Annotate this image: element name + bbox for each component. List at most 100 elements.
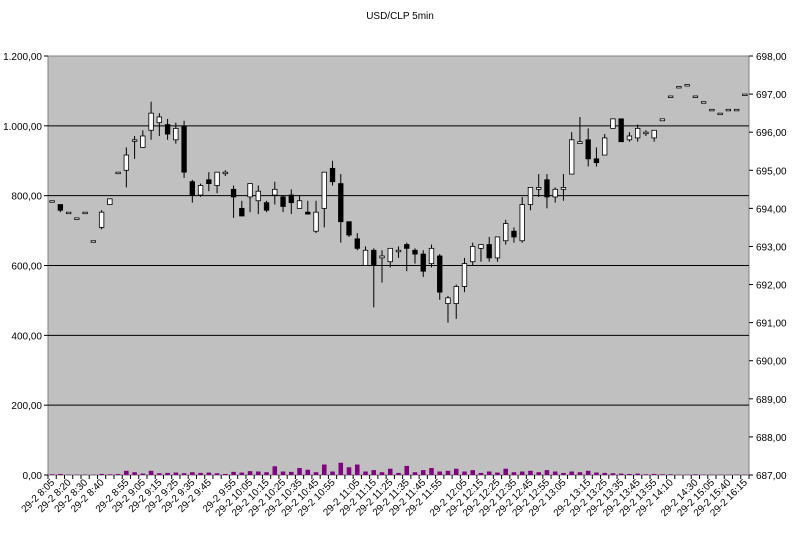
right-tick-label: 688,00 (756, 433, 787, 444)
candle-down (329, 167, 336, 183)
candle-up (667, 95, 674, 98)
candle-down (354, 238, 360, 249)
candle-up (610, 118, 616, 129)
candle-up (272, 188, 278, 196)
candle-up (453, 286, 459, 304)
candle-up (379, 255, 385, 259)
candle-up (74, 217, 80, 220)
volume-bar (437, 471, 443, 475)
right-tick-label: 692,00 (756, 281, 787, 292)
volume-bar (651, 473, 657, 475)
candle-up (684, 84, 690, 87)
volume-bar (115, 473, 121, 475)
volume-bar (214, 473, 220, 475)
volume-bar (289, 471, 294, 475)
candle-down (206, 179, 212, 185)
volume-bar (264, 472, 269, 475)
candle-up (709, 108, 715, 112)
volume-bar (660, 474, 665, 475)
right-tick-label: 693,00 (756, 242, 787, 253)
volume-bar (445, 470, 451, 475)
candle-down (57, 204, 64, 211)
candle-up (742, 93, 748, 96)
candle-up (643, 131, 649, 135)
right-tick-label: 691,00 (756, 319, 787, 330)
volume-bar (198, 472, 203, 475)
candle-down (585, 139, 591, 160)
candle-up (313, 211, 319, 232)
left-tick-label: 200,00 (11, 401, 42, 412)
volume-bar (132, 472, 137, 475)
candle-up (626, 135, 633, 141)
candle-down (404, 244, 410, 249)
volume-bar (49, 474, 55, 475)
volume-bar (148, 470, 154, 475)
candle-up (519, 204, 525, 242)
volume-bar (453, 468, 459, 475)
volume-bar (256, 471, 261, 475)
candle-up (148, 112, 154, 131)
right-tick-label: 696,00 (756, 128, 787, 139)
volume-bar (693, 474, 698, 475)
right-tick-label: 695,00 (756, 166, 787, 177)
candle-down (181, 126, 187, 173)
candle-down (346, 221, 352, 236)
volume-bar (124, 470, 129, 475)
volume-bar (379, 472, 385, 475)
volume-bar (519, 471, 525, 475)
candle-up (387, 247, 393, 263)
candle-up (461, 263, 468, 287)
left-tick-label: 0,00 (23, 471, 43, 482)
candle-down (420, 253, 426, 272)
candle-down (189, 181, 195, 196)
candle-up (733, 108, 740, 112)
candle-down (618, 118, 624, 143)
candle-up (156, 116, 163, 124)
candle-down (412, 249, 418, 255)
volume-bar (354, 464, 360, 475)
candle-up (717, 112, 723, 116)
candle-down (338, 183, 344, 223)
volume-bar (495, 472, 500, 475)
volume-bar (346, 467, 352, 475)
volume-bar (544, 470, 550, 475)
volume-bar (157, 473, 162, 475)
candle-up (123, 154, 130, 171)
candle-up (577, 141, 583, 145)
volume-bar (173, 472, 179, 475)
volume-bar (478, 472, 484, 475)
candle-up (494, 236, 501, 259)
volume-bar (313, 472, 319, 475)
candle-up (428, 247, 435, 264)
left-tick-label: 1.200,00 (3, 52, 42, 63)
volume-bar (635, 473, 640, 475)
volume-bar (594, 472, 599, 475)
volume-bar (99, 473, 104, 475)
volume-bar (206, 472, 212, 475)
volume-bar (297, 468, 302, 475)
left-tick-label: 600,00 (11, 262, 42, 273)
volume-bar (165, 472, 170, 475)
candle-down (164, 124, 171, 135)
candle-up (527, 187, 534, 205)
volume-bar (190, 472, 195, 475)
candle-up (536, 187, 542, 190)
right-tick-label: 697,00 (756, 90, 787, 101)
volume-bar (420, 470, 426, 475)
candle-up (478, 244, 484, 249)
candle-up (560, 187, 567, 190)
volume-bars (49, 462, 748, 475)
candle-up (395, 249, 402, 253)
chart-title: USD/CLP 5min (366, 11, 434, 22)
candle-up (131, 139, 138, 142)
volume-bar (371, 470, 377, 475)
right-tick-label: 694,00 (756, 204, 787, 215)
candle-up (107, 198, 113, 205)
volume-bar (503, 468, 508, 475)
volume-bar (140, 473, 146, 475)
candle-up (700, 101, 707, 104)
volume-bar (569, 471, 574, 475)
volume-bar (561, 472, 566, 475)
right-tick-label: 687,00 (756, 471, 787, 482)
